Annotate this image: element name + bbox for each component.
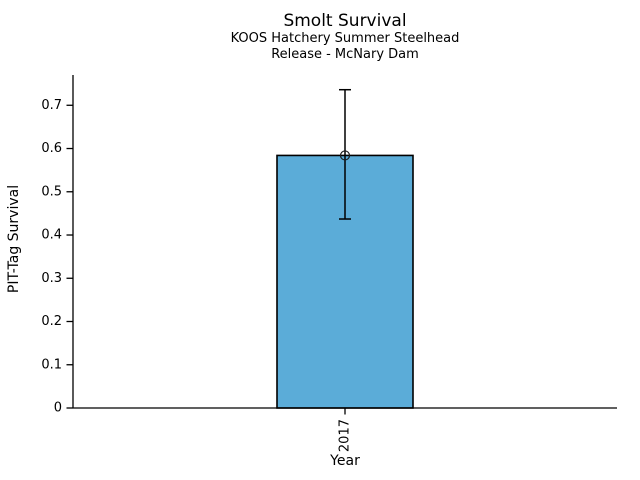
y-tick-label: 0.7 bbox=[41, 98, 62, 113]
chart-subtitle-line1: KOOS Hatchery Summer Steelhead bbox=[230, 31, 460, 46]
chart-title: Smolt Survival bbox=[283, 11, 407, 31]
y-tick-label: 0.2 bbox=[41, 314, 62, 329]
chart-subtitle-line2: Release - McNary Dam bbox=[271, 47, 419, 62]
x-axis-label: Year bbox=[330, 453, 360, 469]
y-tick-label: 0 bbox=[54, 401, 62, 416]
x-tick-label-2017: 2017 bbox=[338, 419, 353, 452]
point-marker-circle bbox=[339, 150, 351, 161]
y-tick-label: 0.1 bbox=[41, 357, 62, 372]
y-tick-label: 0.5 bbox=[41, 184, 62, 199]
y-tick-label: 0.4 bbox=[41, 228, 62, 243]
y-tick-label: 0.3 bbox=[41, 271, 62, 286]
y-tick-label: 0.6 bbox=[41, 141, 62, 156]
